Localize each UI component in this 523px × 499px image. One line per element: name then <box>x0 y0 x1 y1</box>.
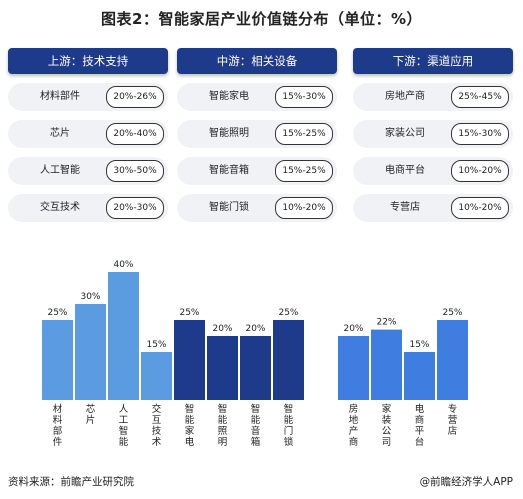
category-label: 智能家电 <box>185 403 195 448</box>
bar-智能音箱 <box>240 336 271 400</box>
midstream-row: 智能照明 15%-25% <box>177 120 337 148</box>
bar-chart: 25% 材料部件 30% 芯片 40% 人工智能 15% 交互技术 25% 智能家电 20% 智能照明… <box>42 260 468 448</box>
row-range: 30%-50% <box>106 160 164 182</box>
bar-value-label: 20% <box>245 324 265 334</box>
row-range: 10%-20% <box>451 197 509 219</box>
category-label: 专营店 <box>448 403 458 437</box>
row-label: 电商平台 <box>385 165 425 176</box>
bar-智能照明 <box>207 336 238 400</box>
bar-value-label: 15% <box>409 340 429 350</box>
upstream-row: 交互技术 20%-30% <box>8 194 168 222</box>
category-label: 家装公司 <box>382 403 392 448</box>
bar-电商平台 <box>404 352 435 400</box>
upstream-row: 材料部件 20%-26% <box>8 83 168 111</box>
row-label: 材料部件 <box>40 91 80 102</box>
row-range: 25%-45% <box>451 86 509 108</box>
upstream-column: 上游：技术支持 材料部件 20%-26% 芯片 20%-40% 人工智能 30%-50… <box>8 48 168 222</box>
row-range: 10%-20% <box>451 160 509 182</box>
bar-value-label: 30% <box>80 292 100 302</box>
upstream-row: 芯片 20%-40% <box>8 120 168 148</box>
bar-value-label: 40% <box>113 260 133 270</box>
row-range: 15%-25% <box>275 123 333 145</box>
midstream-column: 中游：相关设备 智能家电 15%-30% 智能照明 15%-25% 智能音箱 15%-… <box>177 48 337 222</box>
midstream-row: 智能家电 15%-30% <box>177 83 337 111</box>
row-label: 芯片 <box>50 128 70 139</box>
chart-title: 图表2：智能家居产业价值链分布（单位：%） <box>101 10 422 28</box>
bar-value-label: 20% <box>343 324 363 334</box>
bar-家装公司 <box>371 329 402 400</box>
downstream-row: 家装公司 15%-30% <box>353 120 513 148</box>
category-label: 电商平台 <box>415 403 425 448</box>
bar-value-label: 25% <box>278 308 298 318</box>
bar-智能家电 <box>174 320 205 400</box>
bar-交互技术 <box>141 352 172 400</box>
category-label: 房地产商 <box>349 403 359 448</box>
row-label: 专营店 <box>390 202 420 213</box>
bar-value-label: 25% <box>442 308 462 318</box>
row-label: 智能音箱 <box>209 165 249 176</box>
bar-材料部件 <box>42 320 73 400</box>
row-range: 20%-30% <box>106 197 164 219</box>
upstream-header: 上游：技术支持 <box>8 48 168 74</box>
category-label: 智能音箱 <box>251 403 261 448</box>
category-label: 智能照明 <box>218 403 228 448</box>
row-range: 15%-30% <box>275 86 333 108</box>
category-label: 人工智能 <box>119 404 129 448</box>
upstream-row: 人工智能 30%-50% <box>8 157 168 185</box>
downstream-row: 专营店 10%-20% <box>353 194 513 222</box>
row-range: 20%-40% <box>106 123 164 145</box>
row-label: 智能家电 <box>209 91 249 102</box>
category-label: 材料部件 <box>53 403 63 448</box>
row-range: 20%-26% <box>106 86 164 108</box>
bar-人工智能 <box>108 272 139 400</box>
row-label: 智能门锁 <box>209 202 249 213</box>
brand-credit: @前瞻经济学人APP <box>419 476 513 488</box>
midstream-row: 智能音箱 15%-25% <box>177 157 337 185</box>
source-note: 资料来源：前瞻产业研究院 <box>8 476 134 488</box>
row-label: 交互技术 <box>40 202 80 213</box>
midstream-row: 智能门锁 10%-20% <box>177 194 337 222</box>
row-range: 15%-25% <box>275 160 333 182</box>
downstream-header: 下游：渠道应用 <box>353 48 513 74</box>
bar-value-label: 25% <box>47 308 67 318</box>
category-label: 智能门锁 <box>284 403 294 448</box>
bar-value-label: 20% <box>212 324 232 334</box>
category-label: 芯片 <box>86 403 96 426</box>
bar-芯片 <box>75 304 106 400</box>
downstream-row: 房地产商 25%-45% <box>353 83 513 111</box>
bar-value-label: 22% <box>376 318 396 328</box>
bar-value-label: 25% <box>179 308 199 318</box>
bar-value-label: 15% <box>146 340 166 350</box>
bar-专营店 <box>437 320 468 400</box>
row-range: 10%-20% <box>275 197 333 219</box>
row-range: 15%-30% <box>451 123 509 145</box>
downstream-row: 电商平台 10%-20% <box>353 157 513 185</box>
downstream-column: 下游：渠道应用 房地产商 25%-45% 家装公司 15%-30% 电商平台 10%-… <box>353 48 513 222</box>
bar-智能门锁 <box>273 320 304 400</box>
row-label: 人工智能 <box>40 165 80 176</box>
row-label: 家装公司 <box>385 128 425 139</box>
category-label: 交互技术 <box>152 403 162 448</box>
row-label: 房地产商 <box>385 91 425 102</box>
bar-房地产商 <box>338 336 369 400</box>
midstream-header: 中游：相关设备 <box>177 48 337 74</box>
row-label: 智能照明 <box>209 128 249 139</box>
